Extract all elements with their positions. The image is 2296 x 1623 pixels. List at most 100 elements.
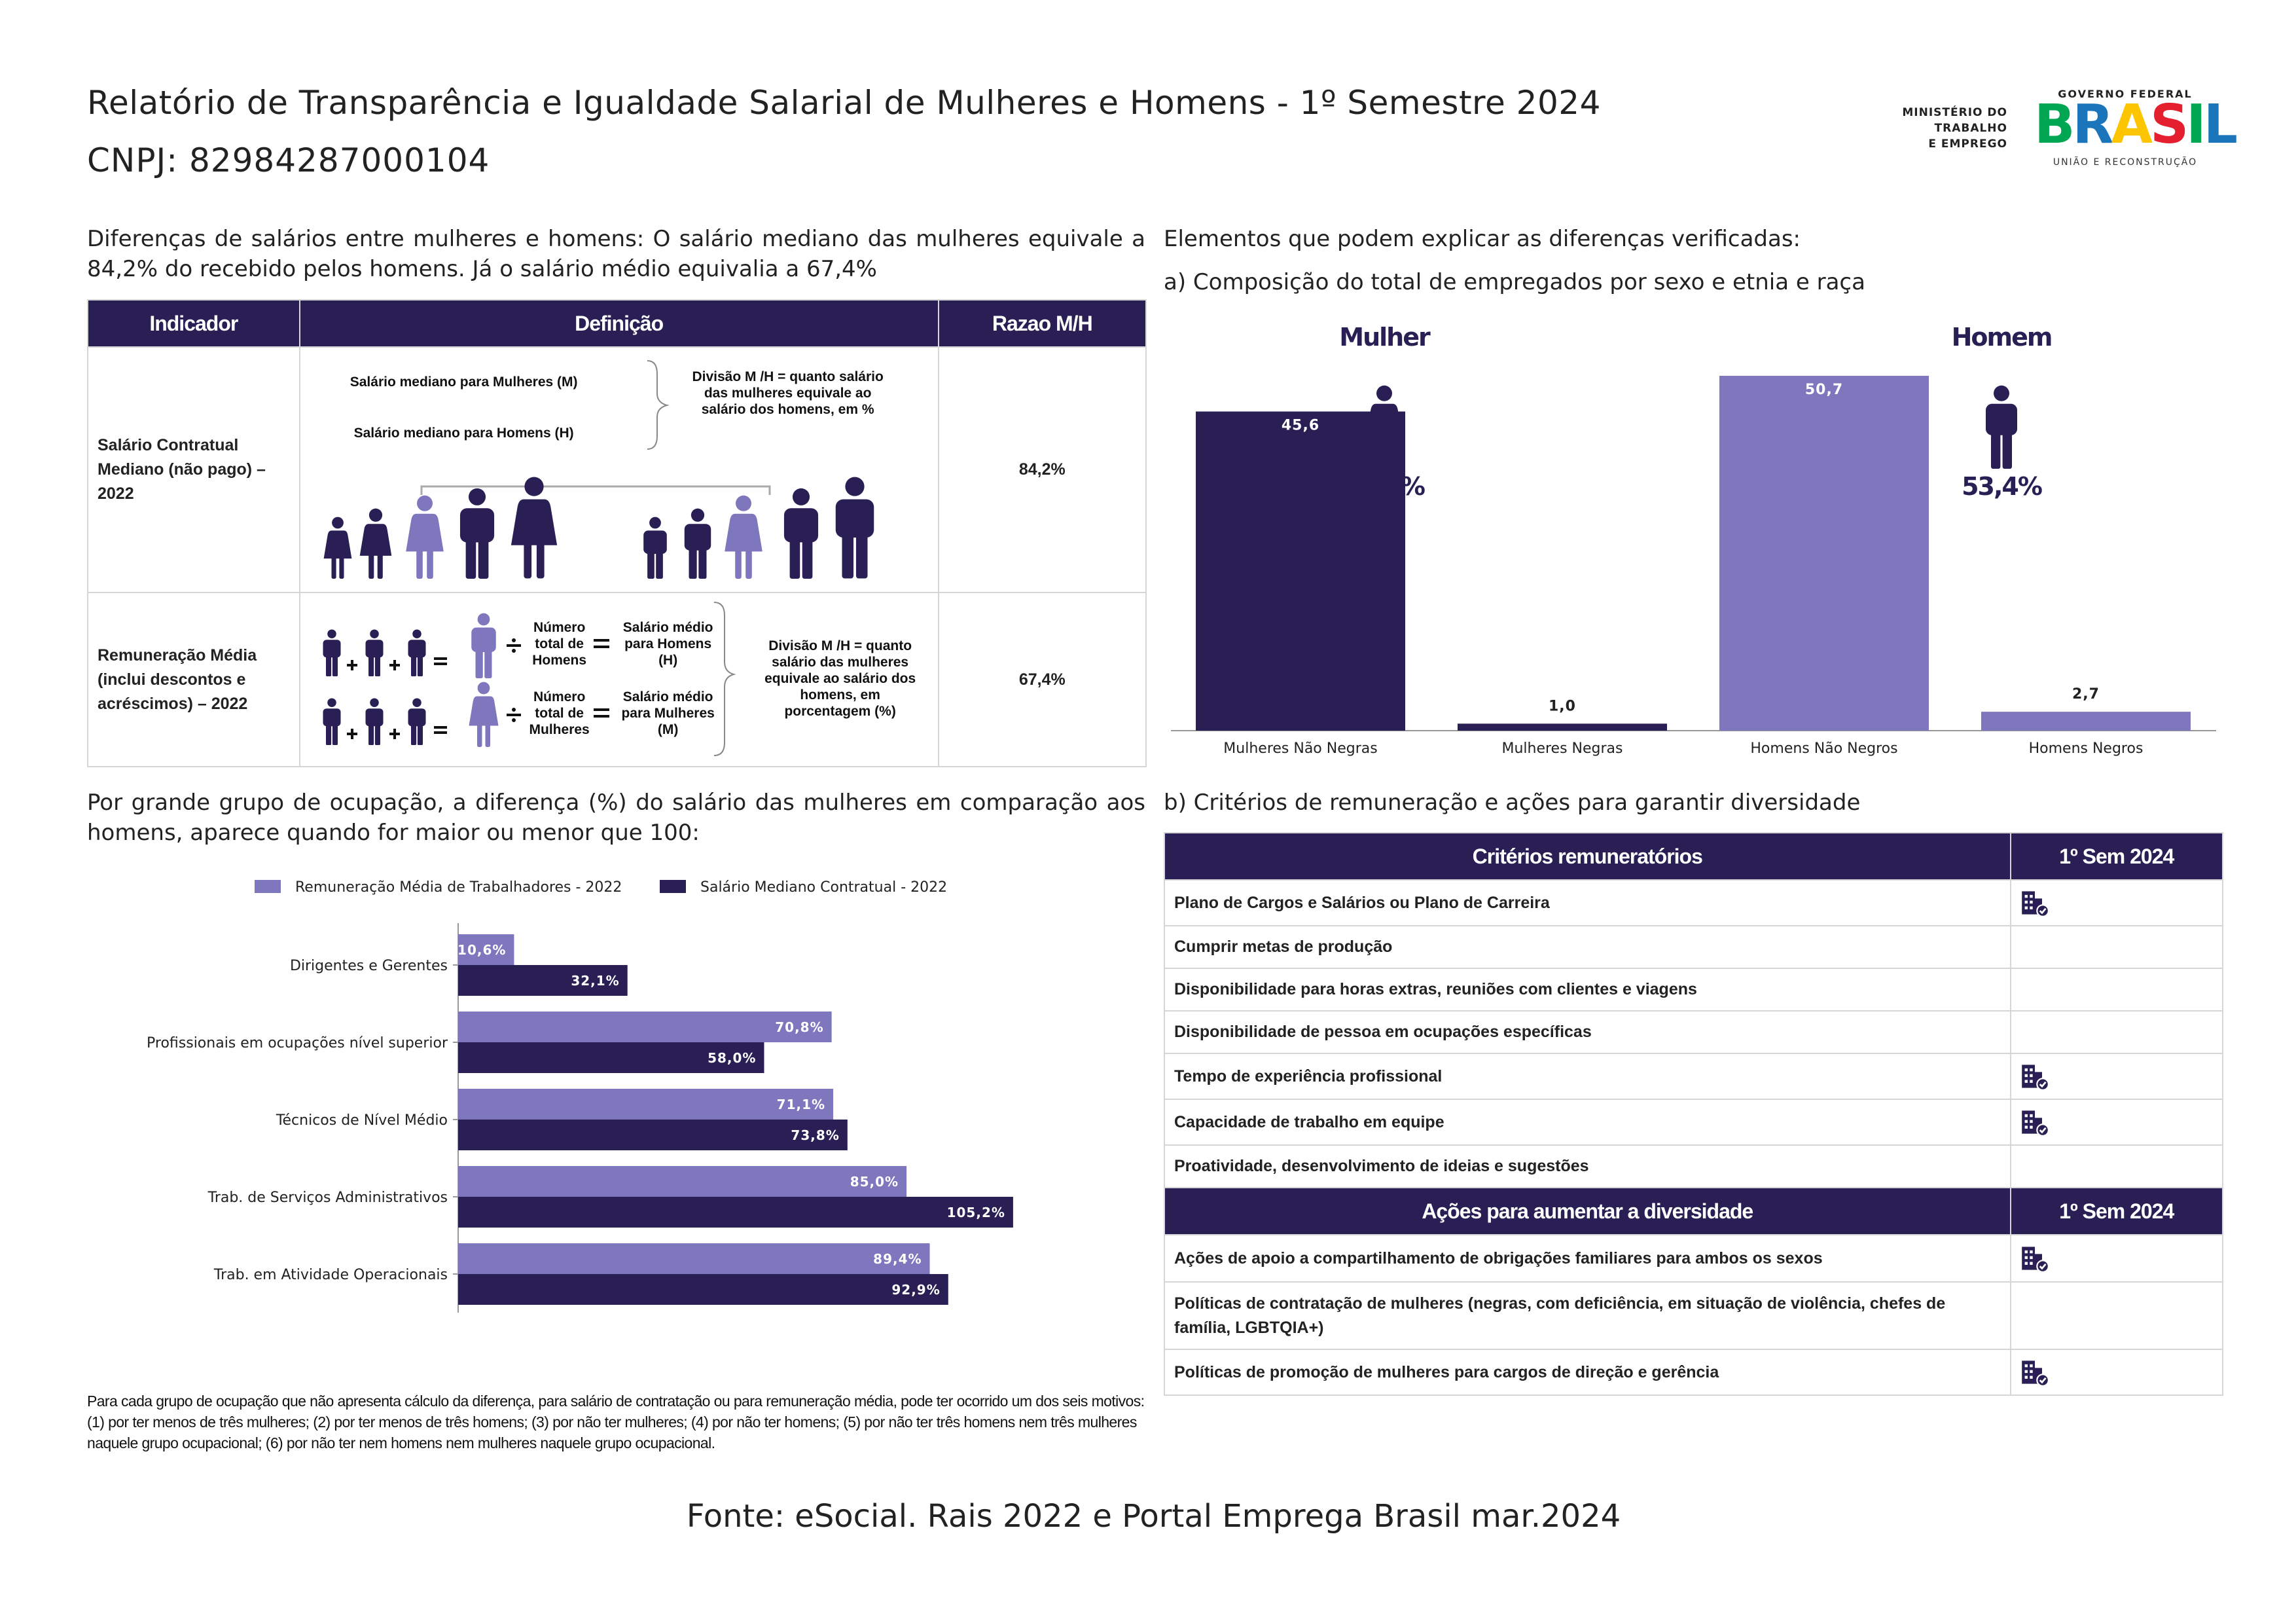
check-icon-shape <box>2020 1246 2049 1273</box>
category-label: Mulheres Negras <box>1501 740 1623 757</box>
definition-graphic: Número total de Homens Salário médio par… <box>300 593 937 766</box>
value-label: 73,8% <box>791 1127 839 1143</box>
column-header: Definição <box>298 299 939 348</box>
category-label: Homens Não Negros <box>1750 740 1897 757</box>
definition-text: Salário mediano para Mulheres (M) <box>350 374 578 390</box>
row: Plano de Cargos e Salários ou Plano de C… <box>1164 879 2224 926</box>
value-label: 71,1% <box>777 1097 825 1112</box>
check-icon-shape <box>2020 890 2049 917</box>
status <box>2009 1099 2224 1146</box>
value-label: 50,7 <box>1805 382 1843 398</box>
row: Políticas de promoção de mulheres para c… <box>1164 1349 2224 1396</box>
title: Relatório de Transparência e Igualdade S… <box>87 84 1601 122</box>
criteria-title: b) Critérios de remuneração e ações para… <box>1164 790 1861 816</box>
category-label: Dirigentes e Gerentes <box>290 958 448 974</box>
check-icon-shape <box>2020 1110 2049 1137</box>
category-label: Mulheres Não Negras <box>1223 740 1377 757</box>
category-label: Profissionais em ocupações nível superio… <box>147 1035 448 1051</box>
column-header: Critérios remuneratórios <box>1164 832 2011 881</box>
header-row: Indicador Definição Razao M/H <box>87 299 1147 348</box>
bar <box>458 934 514 965</box>
brace <box>713 602 736 756</box>
logo-letter: R <box>2072 94 2114 156</box>
category-label: Homens Negros <box>2029 740 2144 757</box>
status <box>2009 1053 2224 1100</box>
logo-letter: L <box>2203 94 2238 156</box>
bar <box>458 1120 848 1150</box>
criterion: Capacidade de trabalho em equipe <box>1164 1099 2011 1146</box>
header-row: Critérios remuneratórios 1º Sem 2024 <box>1164 832 2224 881</box>
bar <box>458 1197 1013 1228</box>
bar <box>1196 411 1405 731</box>
definition-text: Número total de Homens <box>532 620 587 668</box>
row: Ações de apoio a compartilhamento de obr… <box>1164 1234 2224 1283</box>
bar <box>458 1166 907 1197</box>
ratio: 67,4% <box>937 592 1147 767</box>
slogan: UNIÃO E RECONSTRUÇÃO <box>2053 157 2198 168</box>
status <box>2009 1281 2224 1350</box>
logo-letter: A <box>2111 94 2153 156</box>
people-illustration <box>323 360 874 579</box>
definition-text: Salário médio para Mulheres (M) <box>621 689 715 737</box>
bar <box>458 1089 834 1120</box>
government-label: GOVERNO FEDERAL <box>2058 88 2193 100</box>
check-icon <box>2020 1246 2049 1273</box>
criterion: Proatividade, desenvolvimento de ideias … <box>1164 1144 2011 1188</box>
row: Capacidade de trabalho em equipe <box>1164 1099 2224 1146</box>
ratio: 84,2% <box>937 346 1147 593</box>
bar <box>1719 376 1929 731</box>
indicator: Salário Contratual Mediano (não pago) – … <box>87 346 300 593</box>
legend-swatch <box>660 880 686 893</box>
group-share: 53,4% <box>1962 472 2042 501</box>
column-header: Indicador <box>87 299 300 348</box>
category-label: Técnicos de Nível Médio <box>276 1112 448 1129</box>
logo-letter: S <box>2150 94 2189 156</box>
operators <box>346 639 609 739</box>
status <box>2009 1349 2224 1396</box>
check-icon <box>2020 1360 2049 1387</box>
definition: Salário mediano para Mulheres (M) Salári… <box>298 346 939 593</box>
indicator-table: Indicador Definição Razao M/H Salário Co… <box>87 299 1147 767</box>
definition-text: Salário mediano para Homens (H) <box>353 426 574 441</box>
ministry-line: TRABALHO <box>1934 122 2007 135</box>
operator-dots <box>511 638 516 722</box>
source: Fonte: eSocial. Rais 2022 e Portal Empre… <box>686 1498 1621 1535</box>
bar <box>458 1042 764 1073</box>
group-label: Homem <box>1952 323 2052 352</box>
definition-text: Número total de Mulheres <box>529 689 590 737</box>
value-label: 2,7 <box>2072 686 2100 702</box>
criterion: Cumprir metas de produção <box>1164 925 2011 969</box>
definition-graphic: Salário mediano para Mulheres (M) Salári… <box>300 348 937 592</box>
elements-heading: Elementos que podem explicar as diferenç… <box>1164 226 1801 252</box>
header-row: Ações para aumentar a diversidade 1º Sem … <box>1164 1187 2224 1235</box>
connector <box>420 485 771 495</box>
status <box>2009 1010 2224 1054</box>
row: Políticas de contratação de mulheres (ne… <box>1164 1281 2224 1350</box>
row: Proatividade, desenvolvimento de ideias … <box>1164 1144 2224 1188</box>
criteria-table: Critérios remuneratórios 1º Sem 2024 Plano… <box>1164 832 2224 1396</box>
column-header: 1º Sem 2024 <box>2009 832 2224 881</box>
value-label: 105,2% <box>947 1205 1005 1220</box>
status <box>2009 1234 2224 1283</box>
criterion: Ações de apoio a compartilhamento de obr… <box>1164 1234 2011 1283</box>
footnote: Para cada grupo de ocupação que não apre… <box>87 1393 1145 1451</box>
value-label: 58,0% <box>708 1050 756 1066</box>
value-label: 1,0 <box>1549 698 1576 714</box>
check-icon-shape <box>2020 1064 2049 1091</box>
criterion: Tempo de experiência profissional <box>1164 1053 2011 1100</box>
column-header: Ações para aumentar a diversidade <box>1164 1187 2011 1235</box>
bar <box>1981 712 2191 731</box>
row: Remuneração Média (inclui descontos e ac… <box>87 592 1147 767</box>
country-logo: BRASIL <box>2034 94 2238 156</box>
bar <box>458 1274 948 1305</box>
status <box>2009 1144 2224 1188</box>
group-label: Mulher <box>1339 323 1431 352</box>
criterion: Políticas de contratação de mulheres (ne… <box>1164 1281 2011 1350</box>
definition-text: Divisão M /H = quanto salário das mulher… <box>764 638 916 719</box>
ministry-logo: MINISTÉRIO DO TRABALHO E EMPREGO <box>1846 105 2007 152</box>
occupation-heading: Por grande grupo de ocupação, a diferenç… <box>87 790 1145 846</box>
category-label: Trab. em Atividade Operacionais <box>213 1267 448 1283</box>
legend-label: Remuneração Média de Trabalhadores - 202… <box>295 879 622 896</box>
status <box>2009 925 2224 969</box>
